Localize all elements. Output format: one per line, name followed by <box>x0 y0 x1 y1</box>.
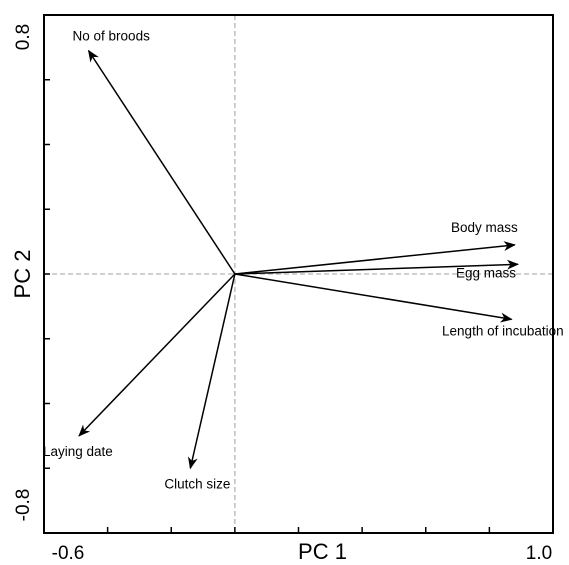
vector-clutch-size <box>187 273 236 470</box>
vector-label-laying-date: Laying date <box>43 444 113 459</box>
vector-egg-mass <box>234 259 520 275</box>
y-axis-title: PC 2 <box>10 250 35 299</box>
vector-label-clutch-size: Clutch size <box>164 476 230 491</box>
vector-label-body-mass: Body mass <box>451 220 518 235</box>
vector-length-of-incubation <box>234 273 513 323</box>
axis-ticks <box>43 14 554 534</box>
x-tick-label-min: -0.6 <box>52 543 85 564</box>
vector-laying-date <box>78 273 236 437</box>
vector-body-mass <box>234 241 516 275</box>
vector-label-length-of-incubation: Length of incubation <box>442 323 564 338</box>
y-tick-label-max: 0.8 <box>13 24 34 50</box>
y-tick-label-min: -0.8 <box>13 489 34 522</box>
vector-label-egg-mass: Egg mass <box>456 265 516 280</box>
vector-label-no-of-broods: No of broods <box>73 29 151 44</box>
tick-labels: -0.6 1.0 -0.8 0.8 <box>13 24 552 564</box>
vector-no-of-broods <box>87 49 236 275</box>
vectors: No of broods Body mass Egg mass Length of i… <box>43 29 564 492</box>
x-tick-label-max: 1.0 <box>526 543 552 564</box>
x-axis-title: PC 1 <box>298 539 347 564</box>
